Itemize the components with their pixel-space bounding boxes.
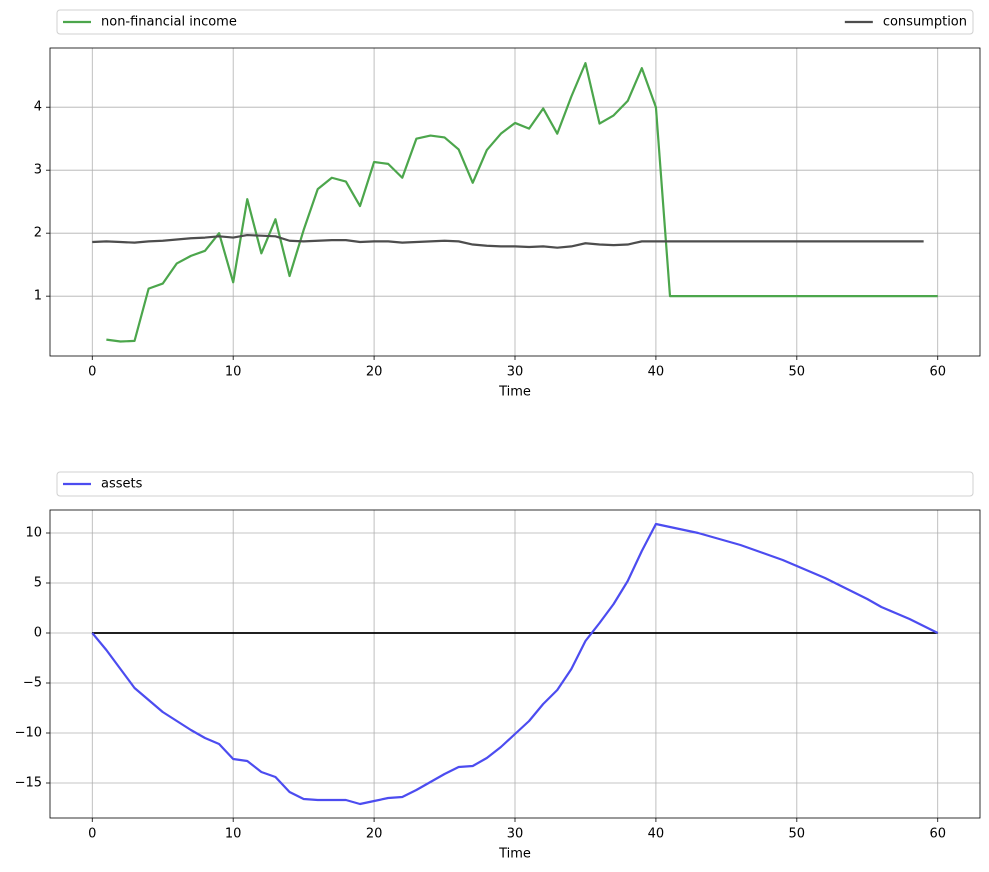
x-tick-label: 20	[366, 827, 383, 842]
x-tick-label: 50	[789, 827, 806, 842]
x-tick-label: 10	[225, 827, 242, 842]
y-tick-label: 0	[34, 626, 42, 641]
x-tick-label: 0	[88, 827, 96, 842]
x-tick-label: 0	[88, 365, 96, 380]
axes-frame	[49, 509, 981, 819]
y-tick-label: −5	[23, 676, 42, 691]
data-line	[92, 233, 924, 249]
x-tick-label: 60	[929, 827, 946, 842]
y-tick-label: 2	[34, 226, 42, 241]
y-tick-label: 4	[34, 100, 42, 115]
data-line	[106, 62, 938, 343]
y-tick-label: 3	[34, 163, 42, 178]
x-axis-label: Time	[498, 847, 531, 862]
x-tick-label: 40	[648, 365, 665, 380]
legend-label: non-financial income	[101, 15, 237, 30]
x-tick-label: 30	[507, 827, 524, 842]
x-tick-label: 60	[929, 365, 946, 380]
legend-label: consumption	[883, 15, 967, 30]
y-tick-label: 1	[34, 289, 42, 304]
x-tick-label: 20	[366, 365, 383, 380]
x-axis-label: Time	[498, 385, 531, 400]
y-tick-label: 10	[25, 526, 42, 541]
x-tick-label: 40	[648, 827, 665, 842]
legend-box	[56, 471, 974, 497]
axes-frame	[49, 47, 981, 357]
data-line	[91, 522, 939, 806]
x-tick-label: 10	[225, 365, 242, 380]
legend-label: assets	[101, 477, 143, 492]
legend-box	[56, 9, 974, 35]
x-tick-label: 30	[507, 365, 524, 380]
y-tick-label: −15	[15, 776, 42, 791]
x-tick-label: 50	[789, 365, 806, 380]
y-tick-label: −10	[15, 726, 42, 741]
y-tick-label: 5	[34, 576, 42, 591]
